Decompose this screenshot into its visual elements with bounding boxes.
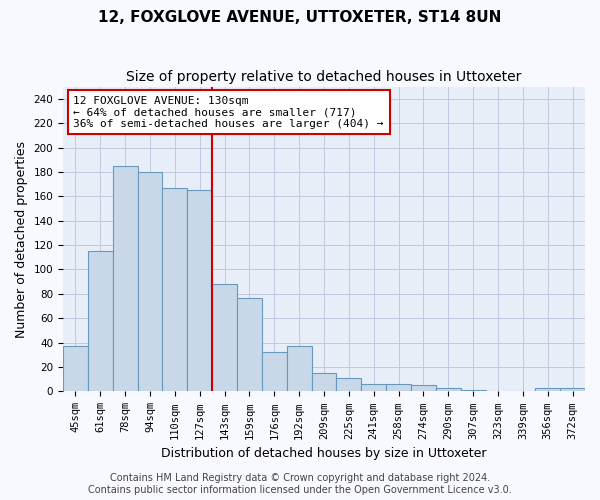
Bar xyxy=(361,384,386,392)
Bar xyxy=(411,386,436,392)
Text: Contains HM Land Registry data © Crown copyright and database right 2024.
Contai: Contains HM Land Registry data © Crown c… xyxy=(88,474,512,495)
X-axis label: Distribution of detached houses by size in Uttoxeter: Distribution of detached houses by size … xyxy=(161,447,487,460)
Bar xyxy=(237,298,262,392)
Bar xyxy=(113,166,137,392)
Bar xyxy=(163,188,187,392)
Bar xyxy=(535,388,560,392)
Title: Size of property relative to detached houses in Uttoxeter: Size of property relative to detached ho… xyxy=(127,70,522,84)
Text: 12, FOXGLOVE AVENUE, UTTOXETER, ST14 8UN: 12, FOXGLOVE AVENUE, UTTOXETER, ST14 8UN xyxy=(98,10,502,25)
Y-axis label: Number of detached properties: Number of detached properties xyxy=(15,140,28,338)
Bar xyxy=(386,384,411,392)
Bar xyxy=(187,190,212,392)
Bar xyxy=(88,251,113,392)
Bar xyxy=(212,284,237,392)
Text: 12 FOXGLOVE AVENUE: 130sqm
← 64% of detached houses are smaller (717)
36% of sem: 12 FOXGLOVE AVENUE: 130sqm ← 64% of deta… xyxy=(73,96,384,129)
Bar xyxy=(311,373,337,392)
Bar xyxy=(337,378,361,392)
Bar xyxy=(436,388,461,392)
Bar xyxy=(287,346,311,392)
Bar xyxy=(63,346,88,392)
Bar xyxy=(262,352,287,392)
Bar xyxy=(137,172,163,392)
Bar xyxy=(560,388,585,392)
Bar xyxy=(461,390,485,392)
